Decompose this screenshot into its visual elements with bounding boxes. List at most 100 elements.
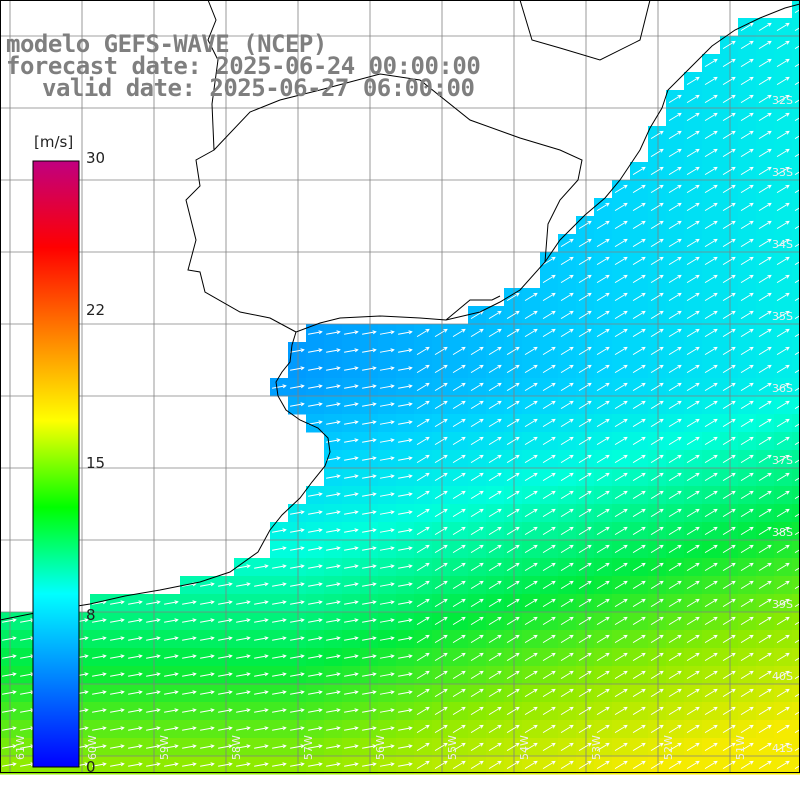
wind-arrow [362, 564, 377, 569]
wind-arrow [524, 634, 538, 644]
wind-arrow [794, 333, 800, 338]
wind-arrow [362, 492, 377, 497]
wind-arrow [722, 382, 736, 392]
wind-arrow [254, 744, 269, 749]
wind-speed-cell [792, 198, 800, 217]
wind-arrow [704, 706, 718, 716]
wind-arrow [650, 418, 664, 428]
wind-arrow [326, 348, 341, 353]
wind-arrow [794, 567, 800, 572]
wind-arrow [686, 526, 700, 536]
wind-arrow [560, 400, 574, 410]
wind-arrow [308, 528, 323, 533]
wind-arrow [560, 526, 574, 536]
wind-arrow [560, 310, 574, 320]
wind-arrow [740, 400, 754, 410]
wind-arrow [578, 544, 592, 554]
model-title: modelo GEFS-WAVE (NCEP) [6, 30, 327, 58]
wind-arrow [776, 238, 790, 248]
wind-arrow [524, 742, 538, 752]
wind-arrow [416, 508, 430, 518]
wind-arrow [560, 670, 574, 680]
wind-arrow [794, 711, 800, 716]
wind-arrow [506, 400, 520, 410]
wind-arrow [776, 652, 790, 662]
wind-arrow [704, 274, 718, 284]
wind-arrow [722, 598, 736, 608]
wind-arrow [794, 243, 800, 248]
wind-arrow [740, 40, 754, 50]
wind-arrow [758, 508, 772, 518]
wind-arrow [290, 672, 305, 677]
wind-arrow [506, 670, 520, 680]
wind-arrow [272, 708, 287, 713]
wind-arrow [164, 618, 179, 623]
wind-arrow [344, 474, 359, 479]
wind-arrow [650, 688, 664, 698]
wind-arrow [182, 654, 197, 659]
wind-arrow [470, 688, 484, 698]
wind-arrow [362, 546, 377, 551]
wind-arrow [596, 202, 610, 212]
wind-arrow [452, 490, 466, 500]
wind-arrow [722, 652, 736, 662]
wind-arrow [758, 760, 772, 770]
wind-arrow [704, 760, 718, 770]
wind-arrow [380, 564, 395, 569]
wind-arrow [218, 672, 233, 677]
wind-arrow [326, 726, 341, 731]
wind-arrow [686, 724, 700, 734]
wind-arrow [362, 708, 377, 713]
wind-arrow [470, 652, 484, 662]
country-border [213, 0, 651, 263]
wind-arrow [686, 220, 700, 230]
wind-arrow [668, 526, 682, 536]
wind-arrow [344, 330, 359, 335]
wind-arrow [164, 708, 179, 713]
wind-arrow [398, 564, 413, 569]
wind-arrow [236, 744, 251, 749]
wind-arrow [704, 508, 718, 518]
lat-lon-grid [0, 0, 800, 773]
wind-arrow [488, 562, 502, 572]
wind-arrow [704, 454, 718, 464]
valid-date: valid date: 2025-06-27 06:00:00 [42, 74, 475, 102]
wind-arrow [326, 492, 341, 497]
wind-arrow [758, 724, 772, 734]
wind-arrow [506, 562, 520, 572]
wind-arrow [488, 688, 502, 698]
wind-arrow [686, 130, 700, 140]
wind-arrow [740, 472, 754, 482]
wind-arrow [542, 346, 556, 356]
wind-arrow [632, 166, 646, 176]
wind-arrow [236, 726, 251, 731]
wind-arrow [470, 706, 484, 716]
wind-arrow [542, 292, 556, 302]
wind-arrow [668, 508, 682, 518]
wind-arrow [740, 544, 754, 554]
wind-arrow [182, 636, 197, 641]
wind-arrow [740, 562, 754, 572]
wind-arrow [578, 670, 592, 680]
wind-arrow [704, 328, 718, 338]
wind-arrow [794, 657, 800, 662]
wind-arrow [218, 762, 233, 767]
wind-arrow [434, 562, 448, 572]
wind-arrow [668, 94, 682, 104]
wind-arrow [290, 510, 305, 515]
wind-arrow [218, 744, 233, 749]
wind-arrow [308, 708, 323, 713]
wind-arrow [128, 762, 143, 767]
wind-arrow [308, 618, 323, 623]
wind-arrow [632, 454, 646, 464]
wind-arrow [416, 742, 430, 752]
wind-arrow [434, 616, 448, 626]
wind-arrow [740, 364, 754, 374]
wind-arrow [110, 600, 125, 605]
wind-arrow [578, 634, 592, 644]
wind-arrow [578, 724, 592, 734]
wind-arrow [740, 58, 754, 68]
wind-arrow [650, 544, 664, 554]
wind-arrow [470, 490, 484, 500]
wind-arrow [380, 618, 395, 623]
